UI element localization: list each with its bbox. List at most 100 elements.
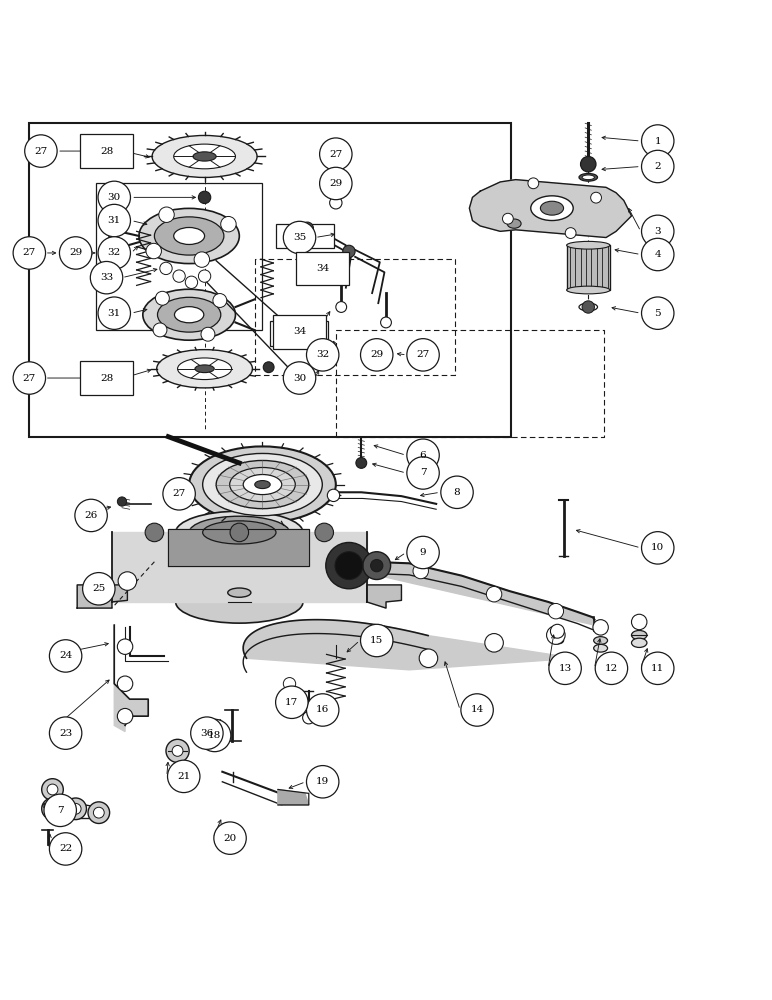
Text: 34: 34 [293,327,306,336]
Circle shape [550,624,564,638]
Circle shape [361,624,393,657]
Circle shape [145,523,164,542]
Text: 1: 1 [655,137,661,146]
Circle shape [485,634,503,652]
Text: 30: 30 [107,193,121,202]
Text: 20: 20 [223,834,237,843]
Text: 6: 6 [420,451,426,460]
Text: 35: 35 [293,233,306,242]
Polygon shape [112,532,367,602]
Circle shape [90,261,123,294]
Text: 2: 2 [655,162,661,171]
Polygon shape [243,620,575,670]
Circle shape [163,478,195,510]
Circle shape [336,302,347,312]
Circle shape [201,327,215,341]
Circle shape [283,678,296,690]
Circle shape [407,536,439,569]
Circle shape [221,216,236,232]
Circle shape [371,559,383,572]
Ellipse shape [530,196,573,221]
Circle shape [306,766,339,798]
Circle shape [49,640,82,672]
Text: 8: 8 [454,488,460,497]
Ellipse shape [189,446,336,523]
Text: 22: 22 [59,844,73,853]
Ellipse shape [174,227,205,244]
Ellipse shape [157,297,221,332]
FancyBboxPatch shape [273,315,326,349]
Text: 17: 17 [285,698,299,707]
Ellipse shape [579,303,598,311]
Circle shape [327,489,340,502]
Ellipse shape [143,289,235,340]
Ellipse shape [255,481,270,489]
Circle shape [361,339,393,371]
Ellipse shape [229,467,295,502]
Ellipse shape [193,152,216,161]
Circle shape [194,252,209,267]
Circle shape [117,497,127,506]
Circle shape [42,779,63,800]
Text: 13: 13 [558,664,572,673]
Ellipse shape [202,453,322,516]
Ellipse shape [157,350,252,388]
Circle shape [581,156,596,172]
Circle shape [49,717,82,749]
Circle shape [198,191,211,204]
Ellipse shape [174,307,204,323]
Circle shape [198,270,211,282]
Text: 4: 4 [655,250,661,259]
Ellipse shape [216,460,309,509]
Circle shape [595,652,628,685]
Polygon shape [567,245,610,290]
Circle shape [263,362,274,373]
Ellipse shape [243,475,282,495]
Polygon shape [369,562,594,625]
Ellipse shape [507,219,521,228]
Text: 29: 29 [370,350,384,359]
Circle shape [407,439,439,471]
Circle shape [168,760,200,793]
Circle shape [155,291,169,305]
Circle shape [320,167,352,200]
Ellipse shape [195,365,215,373]
Circle shape [528,178,539,189]
Circle shape [642,125,674,157]
Circle shape [363,552,391,580]
Ellipse shape [594,644,608,652]
Text: 31: 31 [107,216,121,225]
Circle shape [185,276,198,288]
Circle shape [306,694,339,726]
Circle shape [75,499,107,532]
Text: 28: 28 [100,374,113,383]
Circle shape [283,221,316,254]
Text: 27: 27 [329,150,343,159]
Circle shape [326,542,372,589]
Bar [29,123,511,437]
Circle shape [303,712,315,724]
Circle shape [642,238,674,271]
Text: 10: 10 [651,543,665,552]
Circle shape [173,270,185,282]
Ellipse shape [551,637,564,644]
Ellipse shape [631,638,647,647]
Circle shape [320,138,352,170]
Circle shape [413,563,428,579]
Circle shape [153,323,167,337]
Circle shape [88,802,110,823]
Text: 34: 34 [316,264,330,273]
Circle shape [642,150,674,183]
Circle shape [461,694,493,726]
Text: 27: 27 [416,350,430,359]
Text: 24: 24 [59,651,73,660]
FancyBboxPatch shape [80,134,133,168]
Circle shape [70,803,81,814]
Ellipse shape [579,173,598,181]
Text: 27: 27 [22,374,36,383]
FancyBboxPatch shape [296,252,349,285]
Ellipse shape [139,208,239,264]
Circle shape [315,523,334,542]
Circle shape [213,294,227,307]
Text: 9: 9 [420,548,426,557]
